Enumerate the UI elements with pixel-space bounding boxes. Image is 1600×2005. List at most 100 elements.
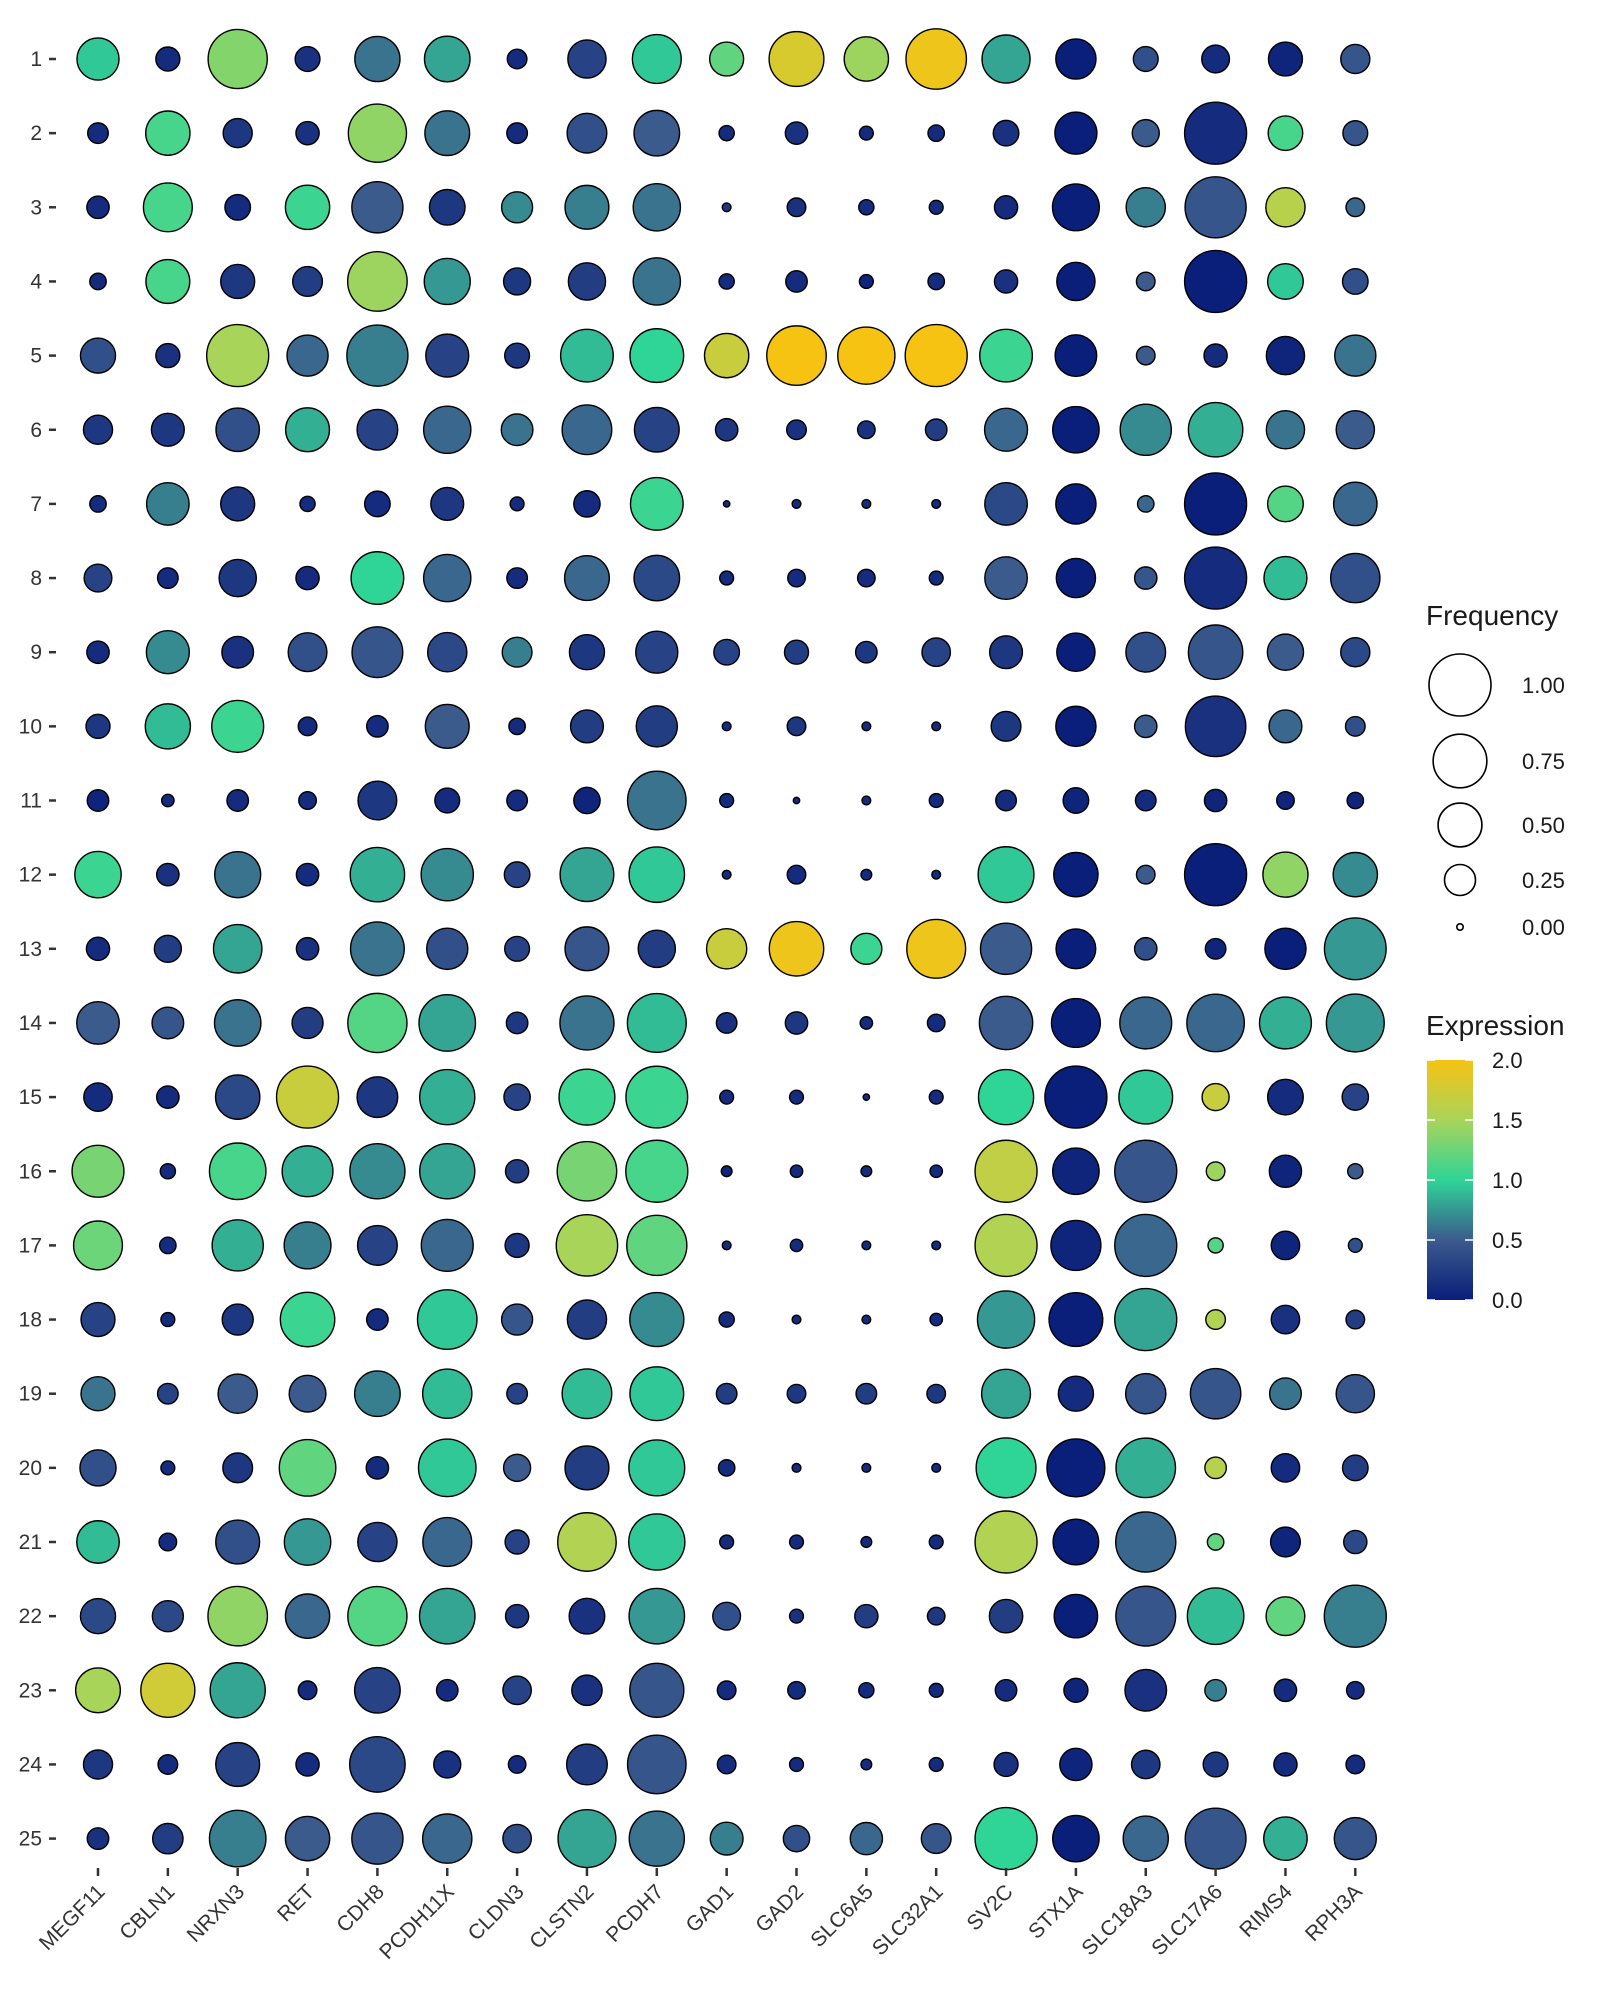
y-tick-label: 13 <box>19 938 42 961</box>
dot-10-rims4 <box>1268 709 1303 744</box>
y-axis: 1234567891011121314151617181920212223242… <box>19 48 56 1851</box>
dot-3-cbln1 <box>142 182 193 233</box>
x-tick-label: GAD1 <box>681 1880 738 1937</box>
dot-24-pcdh11x <box>433 1750 462 1779</box>
dot-14-gad1 <box>715 1011 738 1034</box>
x-tick-label: CBLN1 <box>115 1880 179 1944</box>
y-tick-label: 10 <box>19 715 42 738</box>
dot-19-stx1a <box>1057 1375 1095 1412</box>
y-tick-label: 24 <box>19 1753 43 1776</box>
x-tick-label: NRXN3 <box>183 1880 250 1947</box>
dot-11-pcdh11x <box>434 787 461 814</box>
dot-25-nrxn3 <box>208 1809 267 1868</box>
dot-2-pcdh11x <box>424 110 471 157</box>
dot-24-stx1a <box>1059 1747 1093 1782</box>
dot-11-rims4 <box>1275 791 1295 810</box>
dot-11-clstn2 <box>573 786 601 815</box>
dot-5-slc17a6 <box>1203 343 1228 368</box>
dot-16-rims4 <box>1268 1154 1303 1189</box>
y-tick-label: 16 <box>19 1160 42 1183</box>
y-tick-label: 17 <box>19 1234 42 1257</box>
dot-7-slc18a3 <box>1136 494 1155 513</box>
dot-18-rims4 <box>1270 1304 1301 1335</box>
dot-25-pcdh11x <box>421 1813 473 1864</box>
dot-4-cbln1 <box>145 258 191 305</box>
dot-13-stx1a <box>1055 928 1097 970</box>
dot-25-slc17a6 <box>1184 1807 1247 1870</box>
dot-20-rph3a <box>1341 1454 1369 1482</box>
dot-5-nrxn3 <box>205 323 270 388</box>
dot-25-ret <box>284 1815 331 1862</box>
y-tick-label: 25 <box>19 1828 42 1851</box>
dot-18-cldn3 <box>500 1303 534 1336</box>
dot-4-cdh8 <box>346 251 408 312</box>
y-tick-label: 2 <box>30 122 42 145</box>
dot-12-megf11 <box>74 850 122 899</box>
dot-13-pcdh11x <box>425 927 469 971</box>
dot-10-pcdh11x <box>424 703 470 749</box>
dot-18-slc17a6 <box>1205 1309 1227 1331</box>
dot-13-megf11 <box>85 936 111 962</box>
dot-16-ret <box>281 1145 334 1198</box>
dot-4-slc17a6 <box>1183 249 1248 314</box>
dot-14-ret <box>291 1006 324 1040</box>
dot-11-stx1a <box>1062 787 1090 814</box>
dot-10-slc32a1 <box>931 721 942 732</box>
dot-20-slc32a1 <box>931 1462 942 1473</box>
dot-25-cdh8 <box>351 1812 404 1865</box>
y-tick-label: 11 <box>20 790 42 813</box>
dot-21-stx1a <box>1052 1518 1100 1566</box>
frequency-legend-key <box>1456 922 1465 931</box>
expression-legend-label: 2.0 <box>1492 1048 1523 1073</box>
dot-11-nrxn3 <box>226 789 250 812</box>
dot-18-gad1 <box>718 1311 735 1328</box>
dot-layer <box>71 28 1388 1871</box>
dot-1-pcdh11x <box>423 35 471 83</box>
dot-3-clstn2 <box>564 184 610 230</box>
dot-2-slc17a6 <box>1183 101 1248 165</box>
dot-15-cdh8 <box>356 1076 399 1119</box>
dot-17-cldn3 <box>504 1232 530 1259</box>
dot-8-gad2 <box>787 568 806 588</box>
x-tick-label: SLC18A3 <box>1077 1880 1157 1960</box>
dot-17-sv2c <box>974 1213 1038 1278</box>
dot-6-slc17a6 <box>1187 401 1244 458</box>
dot-11-sv2c <box>995 789 1018 812</box>
dot-4-slc18a3 <box>1135 271 1156 292</box>
dot-22-slc32a1 <box>926 1606 946 1626</box>
expression-legend-label: 1.5 <box>1492 1108 1523 1133</box>
y-tick-label: 19 <box>19 1383 42 1406</box>
dot-2-cdh8 <box>347 103 408 163</box>
dot-16-nrxn3 <box>208 1142 267 1201</box>
dot-24-slc18a3 <box>1130 1749 1161 1780</box>
dot-17-rims4 <box>1270 1230 1301 1261</box>
dot-5-rph3a <box>1334 334 1377 377</box>
dot-4-cldn3 <box>502 267 532 296</box>
dot-14-rph3a <box>1325 993 1385 1053</box>
dot-17-rph3a <box>1347 1237 1363 1254</box>
dot-13-cldn3 <box>503 935 531 962</box>
dot-21-pcdh7 <box>628 1513 686 1571</box>
dot-11-slc32a1 <box>928 792 944 809</box>
dot-11-cdh8 <box>357 780 398 821</box>
dot-8-clstn2 <box>563 554 611 602</box>
dot-13-pcdh7 <box>637 929 677 969</box>
dot-15-slc32a1 <box>928 1089 944 1105</box>
dot-5-gad1 <box>703 332 750 379</box>
x-tick-label: STX1A <box>1024 1880 1087 1943</box>
dot-13-sv2c <box>979 922 1033 976</box>
x-tick-label: PCDH7 <box>602 1880 669 1947</box>
dot-9-gad2 <box>783 639 810 665</box>
dot-15-megf11 <box>83 1082 113 1113</box>
dot-15-sv2c <box>977 1068 1035 1126</box>
dot-15-stx1a <box>1044 1065 1108 1129</box>
dot-3-pcdh11x <box>428 188 466 226</box>
x-tick-label: SV2C <box>963 1880 1018 1935</box>
dot-5-pcdh7 <box>629 328 685 384</box>
dot-16-slc6a5 <box>860 1165 873 1178</box>
dot-13-slc6a5 <box>850 932 883 965</box>
dot-9-pcdh11x <box>426 631 468 673</box>
dot-20-pcdh7 <box>628 1439 686 1497</box>
dot-1-ret <box>294 45 321 73</box>
dot-9-nrxn3 <box>221 635 255 669</box>
